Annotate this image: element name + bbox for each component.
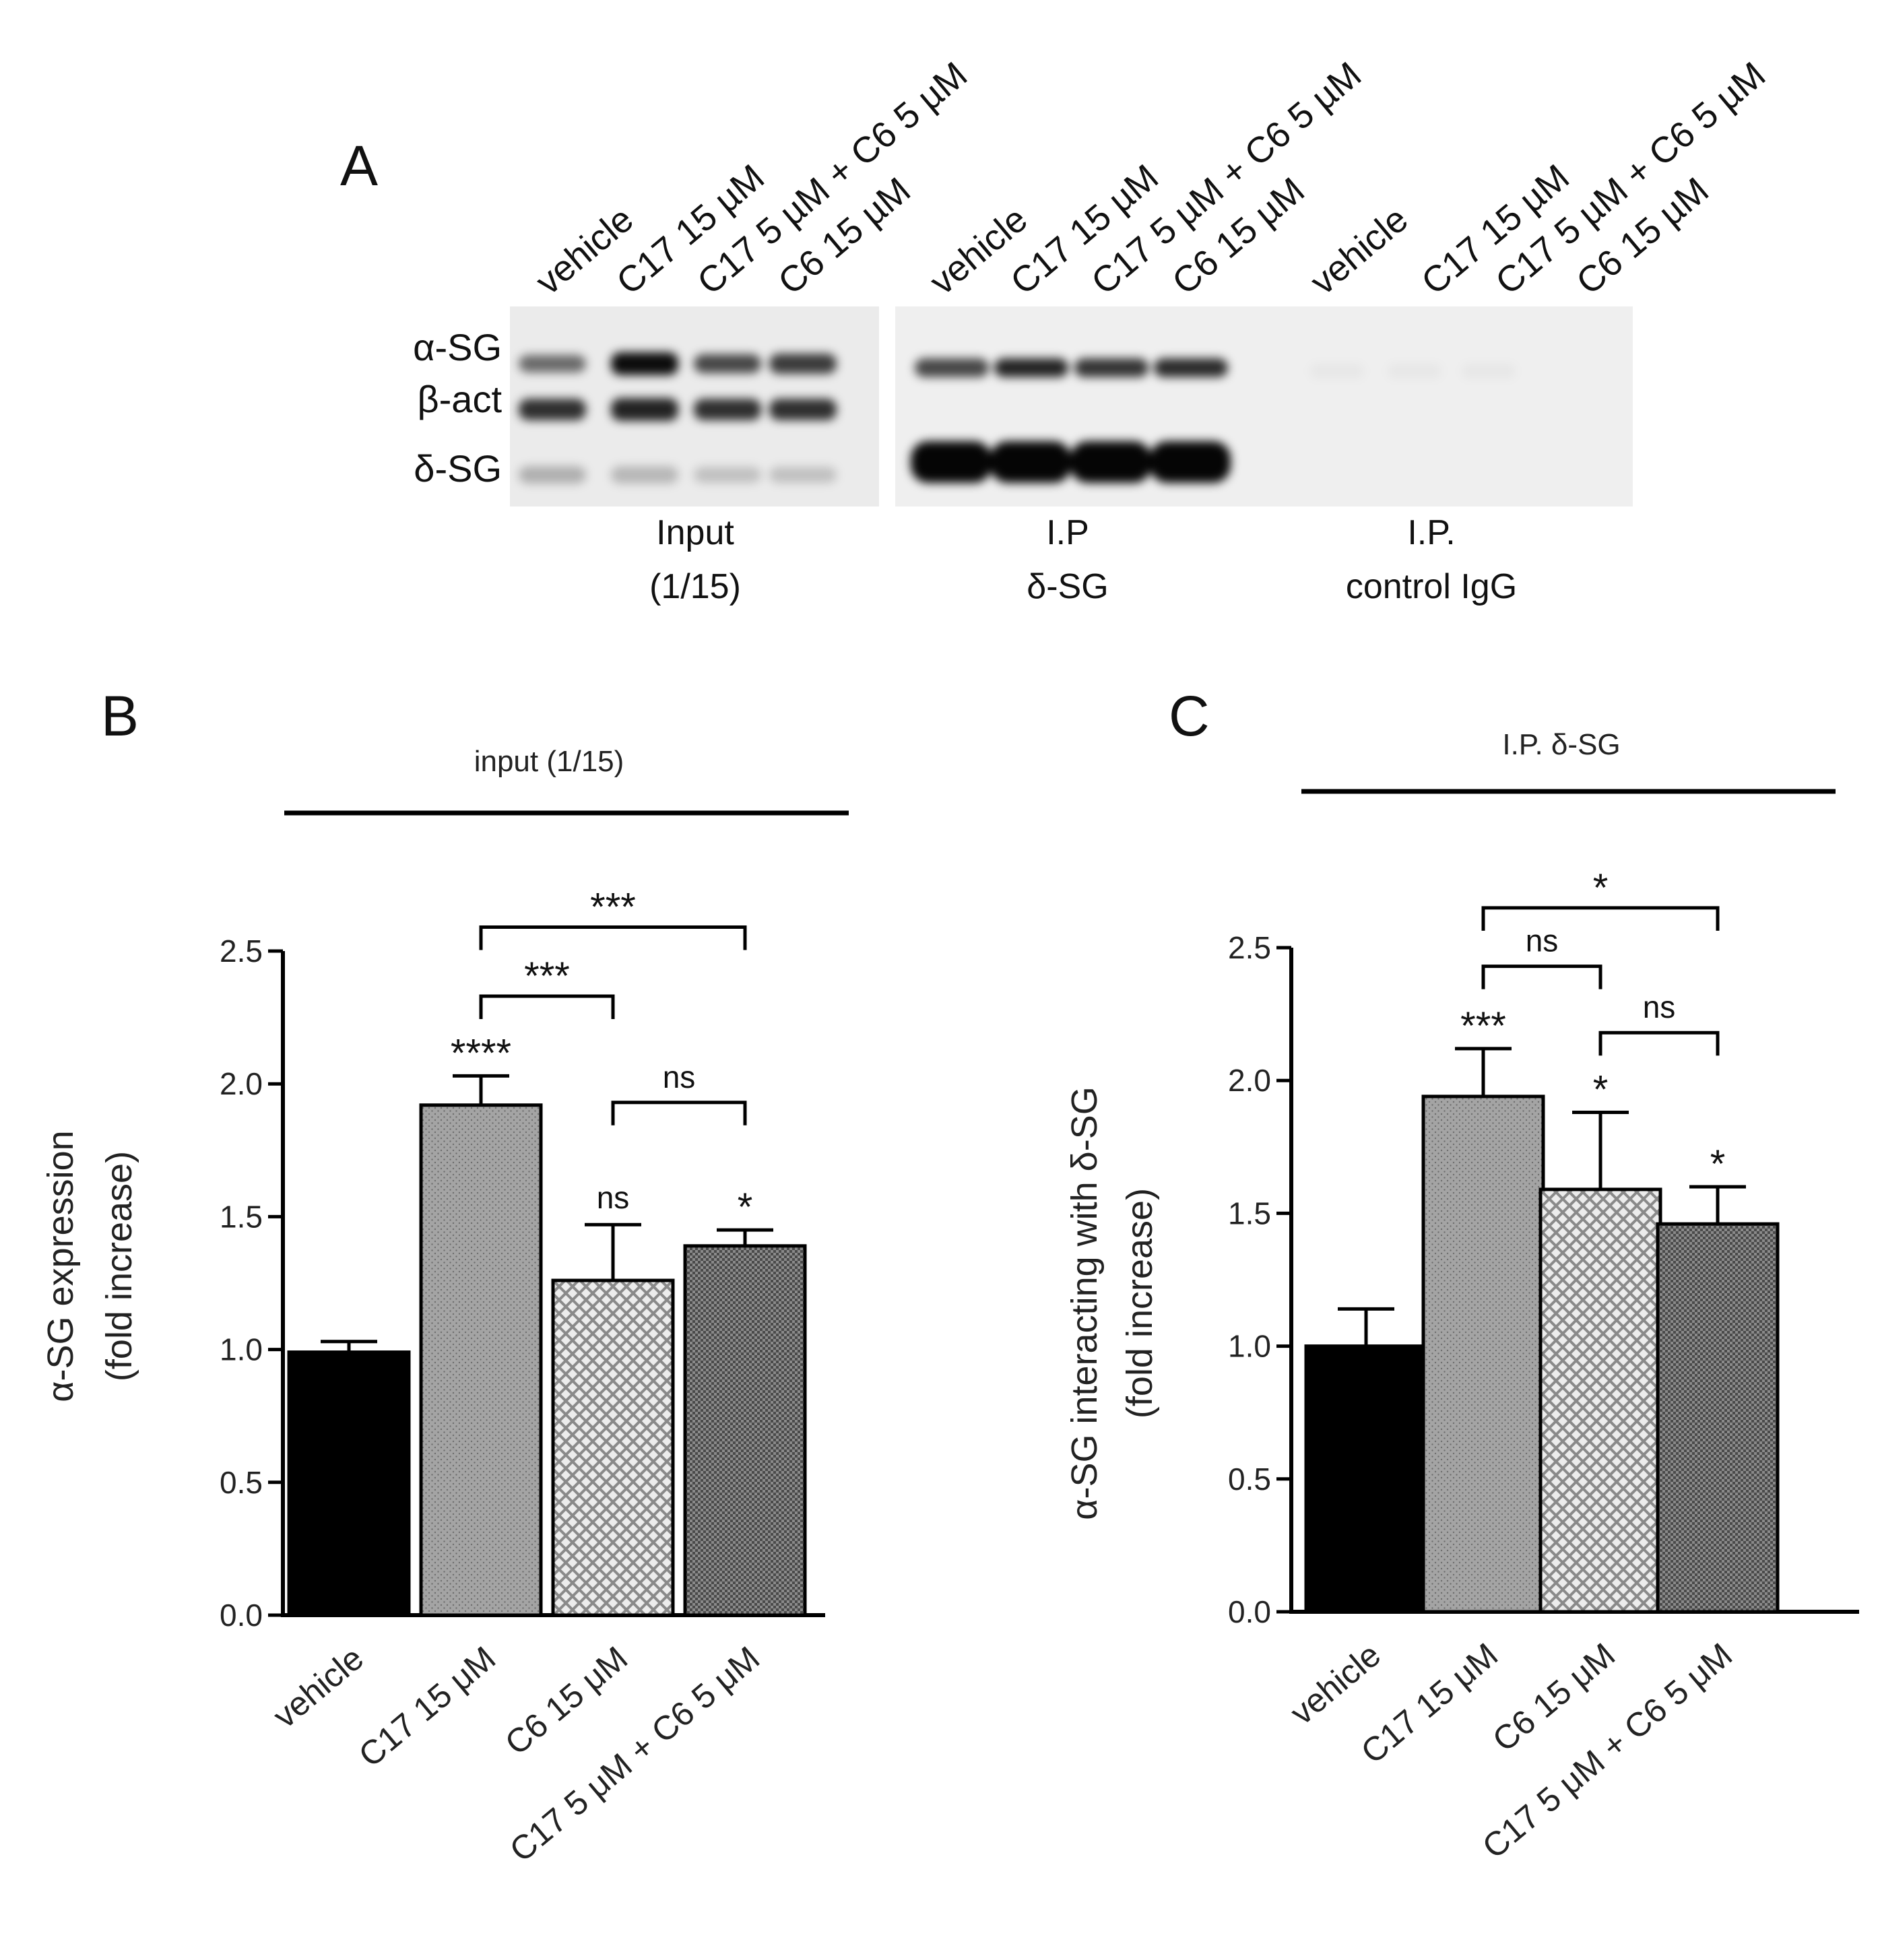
blot-band <box>1154 358 1228 377</box>
blot-group-label: (1/15) <box>649 567 741 606</box>
comparison-bracket <box>1598 1031 1720 1056</box>
bar <box>683 1244 807 1617</box>
y-tick-label: 1.5 <box>1228 1196 1271 1231</box>
bar <box>419 1103 543 1617</box>
blot-band <box>1310 364 1364 379</box>
blot-band <box>611 398 678 421</box>
significance-label: **** <box>451 1031 511 1075</box>
blot-band <box>1150 441 1231 483</box>
x-category-label: vehicle <box>266 1639 370 1736</box>
lane-label: vehicle <box>1303 199 1415 302</box>
y-tick-label: 1.0 <box>1228 1329 1271 1364</box>
x-category-label: C6 15 μM <box>498 1639 635 1763</box>
y-tick-label: 2.5 <box>220 934 263 969</box>
chart-subtitle: input (1/15) <box>474 745 624 778</box>
bar <box>1304 1344 1428 1614</box>
blot-group-label: I.P <box>1046 513 1089 552</box>
band-label: β-act <box>417 378 502 420</box>
blot-band <box>769 399 837 420</box>
comparison-bracket <box>1481 965 1602 989</box>
x-category-label: vehicle <box>1283 1636 1388 1732</box>
y-tick-label: 2.5 <box>1228 930 1271 965</box>
chart-subtitle: I.P. δ-SG <box>1502 728 1620 761</box>
y-tick-label: 0.0 <box>1228 1594 1271 1629</box>
y-axis-label: (fold increase) <box>1120 1188 1160 1418</box>
blot-group-label: I.P. <box>1407 513 1455 552</box>
blot-band <box>769 354 837 374</box>
blot-band <box>1388 364 1441 379</box>
blot-group-label: control IgG <box>1346 567 1517 606</box>
bar <box>287 1350 411 1617</box>
y-tick-label: 2.0 <box>220 1066 263 1101</box>
bar <box>551 1278 675 1617</box>
blot-band <box>1070 441 1151 483</box>
significance-label: * <box>1710 1142 1726 1186</box>
panel-letter: C <box>1169 684 1210 748</box>
y-tick-label: 0.0 <box>220 1598 263 1633</box>
comparison-label: *** <box>590 886 636 929</box>
blot-group-label: δ-SG <box>1027 567 1108 606</box>
blot-band <box>519 399 586 420</box>
comparison-bracket <box>1481 906 1720 931</box>
blot-band <box>519 355 586 372</box>
blot-bands <box>519 352 1516 484</box>
blot-group-label: Input <box>656 513 734 552</box>
y-axis-label: α-SG interacting with δ-SG <box>1064 1086 1105 1520</box>
band-label: δ-SG <box>414 447 502 490</box>
panel-c-bar-chart: C I.P. δ-SG 0.0 0.5 1.0 1.5 2.0 2.5 α-SG interac… <box>1064 684 1859 1866</box>
blot-band <box>915 358 989 377</box>
significance-label: *** <box>1460 1004 1506 1048</box>
comparison-bracket <box>479 925 747 950</box>
comparison-label: ns <box>663 1059 696 1095</box>
significance-label: * <box>738 1185 753 1229</box>
comparison-bracket <box>611 1101 747 1125</box>
blot-band <box>1074 358 1148 377</box>
band-label: α-SG <box>413 326 502 368</box>
x-category-label: C17 5 μM + C6 5 μM <box>503 1639 767 1870</box>
band-labels: α-SG β-act δ-SG <box>413 326 502 490</box>
y-tick-label: 1.0 <box>220 1332 263 1367</box>
y-axis-label: (fold increase) <box>99 1151 139 1381</box>
significance-label: * <box>1593 1068 1609 1112</box>
blot-band <box>694 399 761 420</box>
blot-band <box>519 466 586 484</box>
comparison-label: *** <box>524 954 570 998</box>
panel-letter: B <box>101 684 139 748</box>
y-axis-label: α-SG expression <box>40 1130 81 1402</box>
blot-band <box>611 466 678 484</box>
blot-band <box>611 352 678 375</box>
blot-band <box>990 441 1071 483</box>
y-tick-label: 0.5 <box>1228 1462 1271 1497</box>
blot-band <box>694 354 761 373</box>
y-tick-label: 0.5 <box>220 1465 263 1500</box>
blot-band <box>994 358 1068 377</box>
panel-a-letter: A <box>340 134 378 197</box>
x-category-label: C17 15 μM <box>352 1639 503 1775</box>
blot-band <box>769 467 837 483</box>
blot-band <box>911 441 992 483</box>
bar <box>1656 1222 1780 1614</box>
significance-label: ns <box>597 1180 630 1215</box>
comparison-label: ns <box>1526 923 1559 958</box>
comparison-label: * <box>1593 866 1609 910</box>
blot-group-labels: Input (1/15) I.P δ-SG I.P. control IgG <box>649 513 1517 606</box>
blot-band <box>694 467 761 483</box>
comparison-label: ns <box>1643 989 1676 1024</box>
blot-band <box>1462 364 1516 379</box>
comparison-bracket <box>479 994 615 1020</box>
bar <box>1421 1095 1545 1614</box>
y-tick-label: 1.5 <box>220 1199 263 1234</box>
y-tick-label: 2.0 <box>1228 1063 1271 1098</box>
bar <box>1538 1187 1662 1614</box>
